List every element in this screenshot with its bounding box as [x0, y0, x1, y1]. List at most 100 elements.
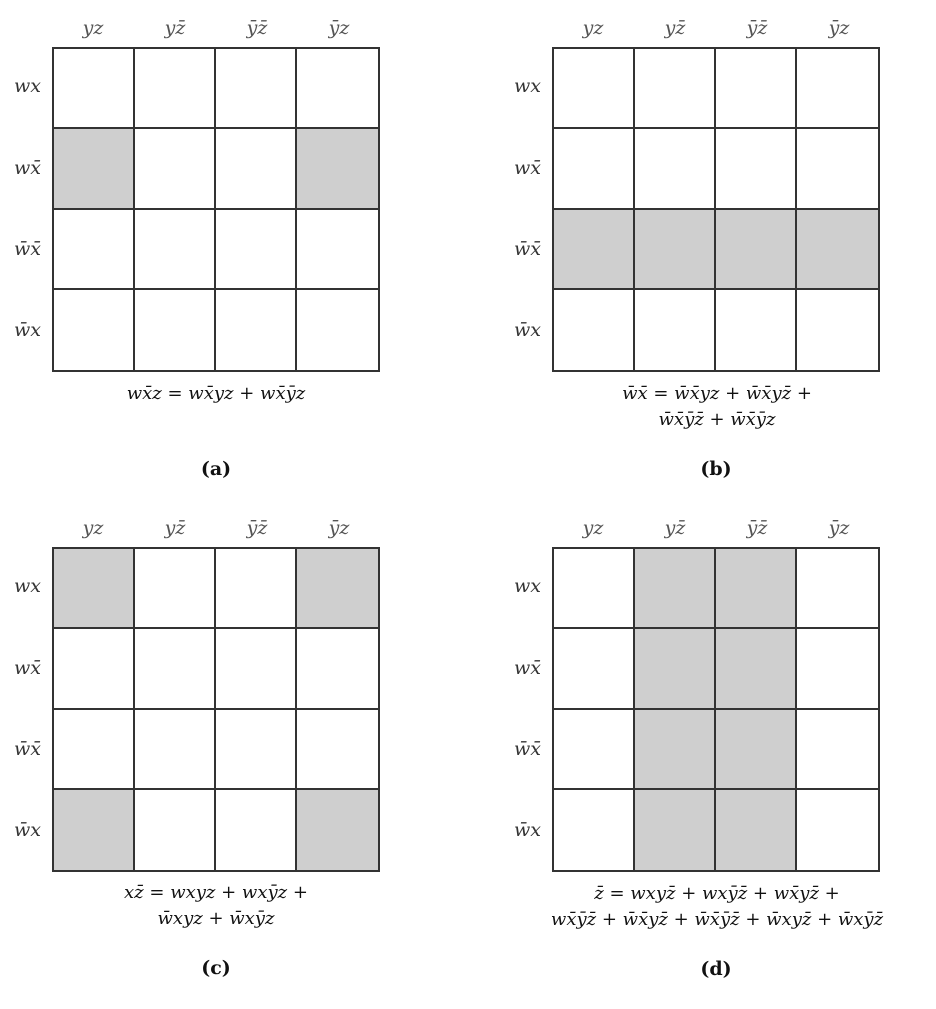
row-label: w̄x̄ — [14, 238, 41, 260]
kmap-grid — [52, 47, 380, 372]
kmap-cell — [554, 629, 635, 710]
kmap-cell — [635, 549, 716, 630]
kmap-cell — [635, 209, 716, 290]
column-label: ȳz — [828, 517, 850, 539]
kmap-cell — [554, 789, 635, 870]
kmap-panel-b: yz yz̄ ȳz̄ ȳz wx wx̄ w̄x̄ w̄x w̄x̄ = w̄x̄yz + w̄… — [500, 0, 900, 480]
kmap-cell — [297, 209, 378, 290]
kmap-cell — [216, 549, 297, 630]
kmap-cell — [554, 129, 635, 210]
column-label: ȳz̄ — [746, 517, 768, 539]
row-label: w̄x̄ — [514, 738, 541, 760]
column-label: yz — [582, 17, 604, 39]
kmap-cell — [635, 629, 716, 710]
kmap-cell — [716, 49, 797, 130]
row-label: w̄x̄ — [14, 738, 41, 760]
kmap-cell — [54, 209, 135, 290]
kmap-grid — [52, 547, 380, 872]
row-label: wx̄ — [514, 157, 541, 179]
kmap-cell — [135, 289, 216, 370]
kmap-cell — [54, 129, 135, 210]
row-label: wx — [14, 75, 41, 97]
kmap-cell — [797, 129, 878, 210]
kmap-cell — [635, 49, 716, 130]
kmap-cell — [216, 789, 297, 870]
panel-caption: (c) — [201, 957, 231, 979]
kmap-cell — [797, 789, 878, 870]
formula-line: wx̄z = wx̄yz + wx̄ȳz — [126, 383, 306, 404]
kmap-cell — [297, 709, 378, 790]
row-label: wx̄ — [514, 657, 541, 679]
kmap-cell — [716, 289, 797, 370]
kmap-cell — [635, 709, 716, 790]
row-label: wx — [514, 575, 541, 597]
kmap-cell — [216, 709, 297, 790]
kmap-cell — [716, 549, 797, 630]
kmap-cell — [554, 709, 635, 790]
kmap-cell — [297, 289, 378, 370]
column-label: ȳz — [828, 17, 850, 39]
kmap-cell — [297, 129, 378, 210]
row-label: w̄x — [14, 819, 41, 841]
kmap-cell — [554, 209, 635, 290]
formula-line: z̄ = wxyz̄ + wxȳz̄ + wx̄yz̄ + — [594, 883, 840, 904]
kmap-cell — [797, 629, 878, 710]
kmap-cell — [797, 289, 878, 370]
kmap-cell — [635, 789, 716, 870]
kmap-cell — [635, 129, 716, 210]
row-label: w̄x̄ — [514, 238, 541, 260]
kmap-cell — [716, 709, 797, 790]
row-label: wx — [514, 75, 541, 97]
kmap-cell — [54, 49, 135, 130]
kmap-panel-a: yz yz̄ ȳz̄ ȳz wx wx̄ w̄x̄ w̄x wx̄z = wx̄yz + wx̄… — [0, 0, 400, 480]
kmap-cell — [297, 49, 378, 130]
kmap-cell — [797, 209, 878, 290]
formula-line: wx̄ȳz̄ + w̄x̄yz̄ + w̄x̄ȳz̄ + w̄xyz̄ + w̄… — [550, 909, 884, 930]
row-label: w̄x — [14, 319, 41, 341]
column-label: yz — [82, 17, 104, 39]
kmap-cell — [135, 209, 216, 290]
kmap-grid — [552, 547, 880, 872]
formula-line: w̄xyz + w̄xȳz — [157, 908, 275, 929]
kmap-cell — [54, 789, 135, 870]
row-label: wx̄ — [14, 157, 41, 179]
column-label: ȳz̄ — [246, 517, 268, 539]
kmap-cell — [135, 709, 216, 790]
kmap-cell — [54, 709, 135, 790]
row-label: w̄x — [514, 319, 541, 341]
panel-caption: (a) — [200, 458, 232, 480]
panel-caption: (d) — [700, 958, 732, 980]
kmap-cell — [135, 549, 216, 630]
kmap-panel-d: yz yz̄ ȳz̄ ȳz wx wx̄ w̄x̄ w̄x z̄ = wxyz̄ + wxȳz̄… — [500, 500, 900, 980]
kmap-cell — [797, 549, 878, 630]
kmap-cell — [216, 49, 297, 130]
row-label: wx — [14, 575, 41, 597]
kmap-cell — [216, 209, 297, 290]
kmap-cell — [797, 49, 878, 130]
kmap-cell — [554, 49, 635, 130]
kmap-cell — [54, 549, 135, 630]
kmap-cell — [135, 629, 216, 710]
kmap-cell — [135, 49, 216, 130]
kmap-cell — [216, 289, 297, 370]
column-label: ȳz — [328, 17, 350, 39]
formula-line: w̄x̄ȳz̄ + w̄x̄ȳz — [658, 409, 776, 430]
column-label: yz̄ — [164, 17, 186, 39]
kmap-cell — [54, 289, 135, 370]
panel-caption: (b) — [700, 458, 732, 480]
kmap-cell — [716, 209, 797, 290]
formula-line: w̄x̄ = w̄x̄yz + w̄x̄yz̄ + — [622, 383, 812, 404]
kmap-grid — [552, 47, 880, 372]
kmap-cell — [216, 129, 297, 210]
column-label: ȳz̄ — [746, 17, 768, 39]
kmap-panel-c: yz yz̄ ȳz̄ ȳz wx wx̄ w̄x̄ w̄x xz̄ = wxyz + wxȳz … — [0, 500, 400, 980]
row-label: wx̄ — [14, 657, 41, 679]
column-label: yz — [582, 517, 604, 539]
kmap-cell — [797, 709, 878, 790]
kmap-cell — [554, 549, 635, 630]
kmap-cell — [554, 289, 635, 370]
column-label: yz̄ — [164, 517, 186, 539]
formula-line: xz̄ = wxyz + wxȳz + — [124, 882, 308, 903]
column-label: yz̄ — [664, 517, 686, 539]
column-label: yz — [82, 517, 104, 539]
